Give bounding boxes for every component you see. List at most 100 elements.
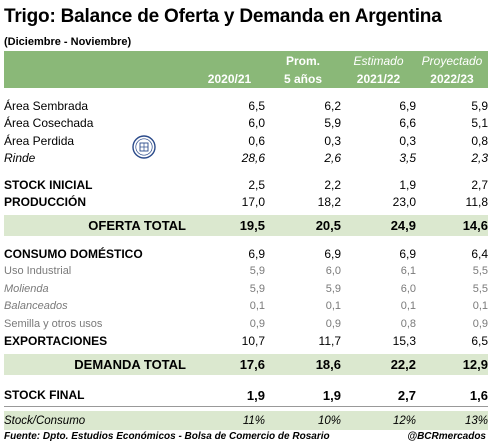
cell-value: 0,1 xyxy=(400,300,416,313)
cell-value: 0,1 xyxy=(472,300,488,313)
table-row: Área Perdida 0,6 0,3 0,3 0,8 xyxy=(4,132,488,150)
cell-value: 5,9 xyxy=(249,265,265,278)
row-label: EXPORTACIONES xyxy=(4,334,108,349)
cell-value: 5,9 xyxy=(249,282,265,295)
table-row: Balanceados 0,1 0,1 0,1 0,1 xyxy=(4,298,488,316)
row-label: Área Perdida xyxy=(4,133,75,148)
row-label: Stock/Consumo xyxy=(4,411,194,430)
table-row: Área Cosechada 6,0 5,9 6,6 5,1 xyxy=(4,115,488,133)
cell-value: 5,5 xyxy=(472,265,488,278)
cell-value: 2,7 xyxy=(471,177,488,192)
cell-value: 5,9 xyxy=(471,98,488,113)
balance-table: Prom. Estimado Proyectado 2020/21 5 años… xyxy=(4,51,488,430)
cell-value: 0,9 xyxy=(249,317,265,330)
cell-value: 0,6 xyxy=(248,133,265,148)
cell-value: 6,5 xyxy=(471,334,488,349)
cell-value: 6,1 xyxy=(400,265,416,278)
row-label: Molienda xyxy=(4,282,49,295)
cell-value: 0,3 xyxy=(399,133,416,148)
cell-value: 28,6 xyxy=(241,151,265,166)
table-row: STOCK INICIAL 2,5 2,2 1,9 2,7 xyxy=(4,176,488,194)
cell-value: 17,0 xyxy=(241,195,265,210)
cell-value: 1,9 xyxy=(399,177,416,192)
ratio-row: Stock/Consumo 11% 10% 12% 13% xyxy=(4,411,488,430)
header-row-top: Prom. Estimado Proyectado xyxy=(4,51,488,70)
cell-value: 6,9 xyxy=(399,98,416,113)
column-header: 2022/23 xyxy=(416,70,488,88)
row-label: CONSUMO DOMÉSTICO xyxy=(4,246,143,261)
table-row: STOCK FINAL 1,9 1,9 2,7 1,6 xyxy=(4,384,488,407)
cell-value: 15,3 xyxy=(392,334,416,349)
cell-value: 6,9 xyxy=(399,246,416,261)
cell-value: 18,2 xyxy=(317,195,341,210)
cell-value: 1,9 xyxy=(194,384,265,407)
cell-value: 6,9 xyxy=(248,246,265,261)
total-row: DEMANDA TOTAL 17,6 18,6 22,2 12,9 xyxy=(4,354,488,375)
cell-value: 13% xyxy=(416,411,488,430)
column-header-top: Prom. xyxy=(265,51,341,70)
cell-value: 0,1 xyxy=(325,300,341,313)
cell-value: 6,9 xyxy=(324,246,341,261)
cell-value: 2,6 xyxy=(324,151,341,166)
table-row: PRODUCCIÓN 17,0 18,2 23,0 11,8 xyxy=(4,194,488,212)
cell-value: 11,8 xyxy=(465,195,488,210)
cell-value: 12% xyxy=(341,411,416,430)
row-label: Semilla y otros usos xyxy=(4,317,103,330)
cell-value: 6,5 xyxy=(248,98,265,113)
row-label: DEMANDA TOTAL xyxy=(4,354,194,375)
row-label: Uso Industrial xyxy=(4,265,72,278)
row-label: Área Sembrada xyxy=(4,98,89,113)
cell-value: 23,0 xyxy=(392,195,416,210)
table-row: CONSUMO DOMÉSTICO 6,9 6,9 6,9 6,4 xyxy=(4,245,488,263)
source-note: Fuente: Dpto. Estudios Económicos - Bols… xyxy=(4,431,330,442)
cell-value: 6,2 xyxy=(324,98,341,113)
table-row: Semilla y otros usos 0,9 0,9 0,8 0,9 xyxy=(4,315,488,333)
cell-value: 5,5 xyxy=(472,282,488,295)
cell-value: 14,6 xyxy=(416,215,488,236)
cell-value: 6,6 xyxy=(399,116,416,131)
column-header: 5 años xyxy=(265,70,341,88)
column-header-top: Proyectado xyxy=(416,51,488,70)
cell-value: 6,4 xyxy=(471,246,488,261)
cell-value: 0,1 xyxy=(249,300,265,313)
table-row: Molienda 5,9 5,9 6,0 5,5 xyxy=(4,280,488,298)
cell-value: 5,9 xyxy=(325,282,341,295)
cell-value: 5,9 xyxy=(324,116,341,131)
cell-value: 24,9 xyxy=(341,215,416,236)
cell-value: 0,8 xyxy=(400,317,416,330)
column-header-top xyxy=(194,51,265,70)
table-row: Uso Industrial 5,9 6,0 6,1 5,5 xyxy=(4,263,488,281)
cell-value: 5,1 xyxy=(471,116,488,131)
row-label: PRODUCCIÓN xyxy=(4,195,87,210)
row-label: STOCK INICIAL xyxy=(4,177,93,192)
header-row-bottom: 2020/21 5 años 2021/22 2022/23 xyxy=(4,70,488,88)
row-label: Rinde xyxy=(4,151,36,166)
cell-value: 3,5 xyxy=(399,151,416,166)
cell-value: 2,2 xyxy=(324,177,341,192)
social-handle: @BCRmercados xyxy=(407,431,486,442)
cell-value: 6,0 xyxy=(325,265,341,278)
cell-value: 18,6 xyxy=(265,354,341,375)
column-header: 2020/21 xyxy=(194,70,265,88)
cell-value: 10,7 xyxy=(241,334,265,349)
table-row: Área Sembrada 6,5 6,2 6,9 5,9 xyxy=(4,97,488,115)
cell-value: 12,9 xyxy=(416,354,488,375)
cell-value: 2,7 xyxy=(341,384,416,407)
cell-value: 11,7 xyxy=(318,334,341,349)
cell-value: 6,0 xyxy=(400,282,416,295)
row-label: OFERTA TOTAL xyxy=(4,215,194,236)
cell-value: 10% xyxy=(265,411,341,430)
cell-value: 6,0 xyxy=(248,116,265,131)
cell-value: 2,3 xyxy=(471,151,488,166)
table-row: Rinde 28,6 2,6 3,5 2,3 xyxy=(4,150,488,168)
cell-value: 0,3 xyxy=(324,133,341,148)
table-row: EXPORTACIONES 10,7 11,7 15,3 6,5 xyxy=(4,333,488,351)
cell-value: 1,6 xyxy=(416,384,488,407)
cell-value: 1,9 xyxy=(265,384,341,407)
page-title: Trigo: Balance de Oferta y Demanda en Ar… xyxy=(4,6,442,27)
bcr-seal-icon xyxy=(132,135,156,159)
column-header-top: Estimado xyxy=(341,51,416,70)
page-subtitle: (Diciembre - Noviembre) xyxy=(4,36,132,48)
cell-value: 2,5 xyxy=(248,177,265,192)
